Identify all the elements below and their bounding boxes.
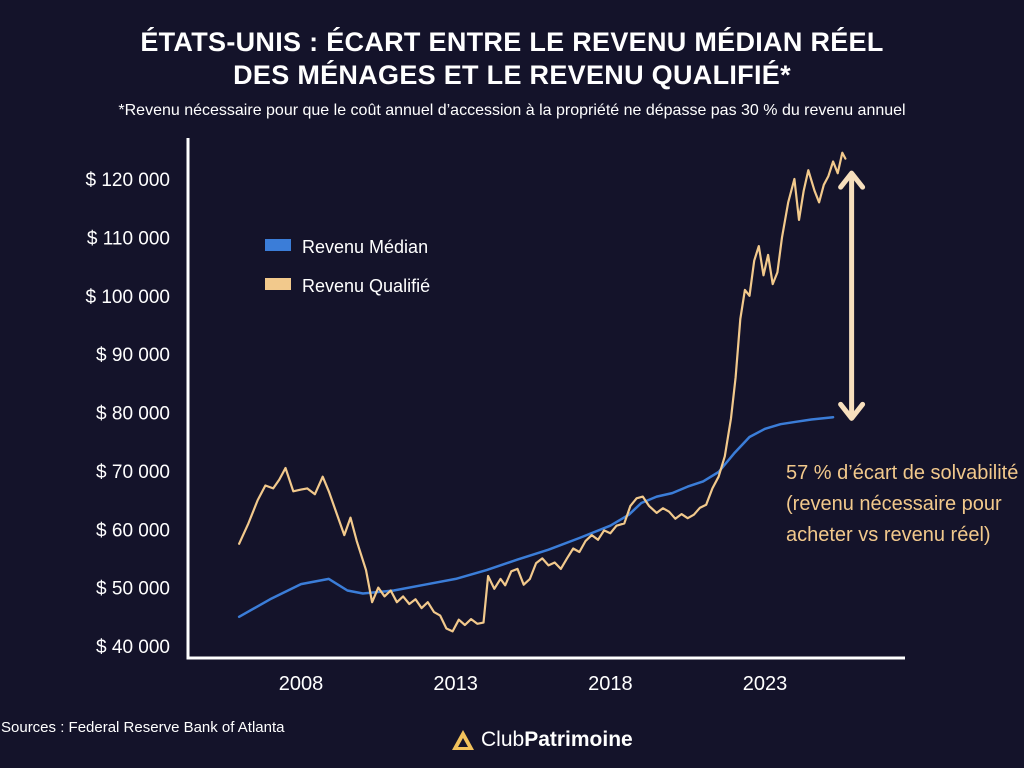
y-tick-label: $ 70 000 — [96, 462, 170, 483]
legend-label-median: Revenu Médian — [302, 237, 428, 257]
x-tick-label: 2013 — [433, 673, 478, 695]
y-tick-label: $ 50 000 — [96, 579, 170, 600]
qualified-line — [238, 151, 847, 633]
legend: Revenu Médian Revenu Qualifié — [265, 237, 430, 296]
median-line — [237, 415, 835, 619]
x-axis-ticks: 2008 2013 2018 2023 — [279, 673, 788, 695]
y-tick-label: $ 110 000 — [87, 228, 170, 249]
logo-text-club: Club — [481, 728, 525, 751]
legend-swatch-median — [265, 239, 291, 251]
gap-arrow — [838, 170, 866, 421]
gap-annotation: 57 % d’écart de solvabilité (revenu néce… — [786, 462, 1019, 546]
y-tick-label: $ 120 000 — [85, 170, 170, 191]
club-patrimoine-logo: Club Patrimoine — [451, 727, 633, 753]
series-layer — [237, 151, 847, 633]
x-tick-label: 2023 — [743, 673, 788, 695]
y-tick-label: $ 90 000 — [96, 345, 170, 366]
gap-arrow-head-bottom — [838, 401, 866, 421]
y-tick-label: $ 40 000 — [96, 637, 170, 658]
y-axis-ticks: $ 40 000 $ 50 000 $ 60 000 $ 70 000 $ 80 000… — [85, 170, 170, 658]
logo-triangle-icon — [452, 730, 474, 750]
y-tick-label: $ 80 000 — [96, 404, 170, 425]
gap-arrow-head-top — [838, 170, 866, 190]
y-tick-label: $ 60 000 — [96, 520, 170, 541]
title-line-1: ÉTATS-UNIS : ÉCART ENTRE LE REVENU MÉDIA… — [140, 27, 884, 57]
y-tick-label: $ 100 000 — [85, 287, 170, 308]
legend-swatch-qualified — [265, 278, 291, 290]
series-qualified — [238, 151, 847, 633]
legend-label-qualified: Revenu Qualifié — [302, 276, 430, 296]
x-tick-label: 2008 — [279, 673, 324, 695]
title-line-2: DES MÉNAGES ET LE REVENU QUALIFIÉ* — [233, 60, 791, 90]
x-tick-label: 2018 — [588, 673, 633, 695]
source-note: Sources : Federal Reserve Bank of Atlant… — [1, 719, 285, 736]
logo-text-patrimoine: Patrimoine — [524, 728, 633, 751]
chart-subtitle: *Revenu nécessaire pour que le coût annu… — [118, 102, 906, 119]
series-median — [237, 415, 835, 619]
chart-title: ÉTATS-UNIS : ÉCART ENTRE LE REVENU MÉDIA… — [0, 26, 1024, 92]
